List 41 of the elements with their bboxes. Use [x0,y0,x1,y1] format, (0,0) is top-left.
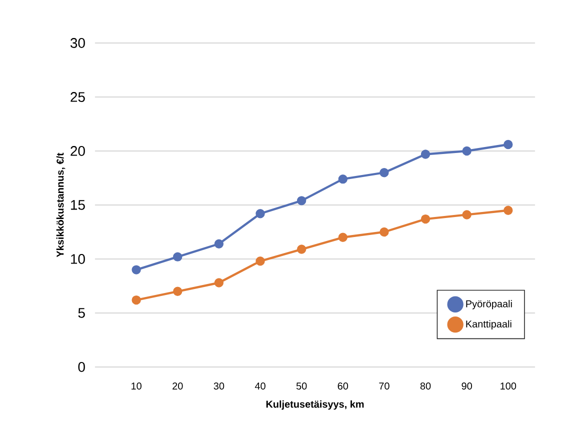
point [256,209,265,218]
y-tick-label: 15 [71,200,85,210]
y-tick-label: 0 [78,362,85,372]
point [173,252,182,262]
point [462,146,472,156]
point [420,150,430,159]
point [462,210,472,220]
y-tick-label: 30 [70,38,85,48]
x-tick-label: 60 [338,382,348,390]
y-tick-label: 20 [70,146,85,156]
point [173,286,182,296]
x-tick-label: 30 [214,382,224,390]
point [214,239,224,248]
point [380,227,389,237]
point [504,140,513,150]
y-axis-title: Yksikkökustannus, €/t [56,152,66,258]
point [504,206,513,215]
x-tick-label: 20 [172,382,183,390]
x-tick-label: 10 [132,382,142,390]
point [338,174,348,184]
x-tick-label: 90 [462,382,472,390]
legend-label: Kanttipaali [466,320,512,330]
point [296,196,306,206]
point [132,265,141,274]
x-tick-label: 50 [296,382,307,390]
x-tick-label: 80 [420,382,431,390]
point [214,278,224,288]
point [338,232,348,242]
x-tick-label: 70 [379,382,390,390]
y-tick-label: 25 [70,92,85,102]
x-axis-title: Kuljetusetäisyys, km [266,400,364,410]
point [380,168,389,178]
x-tick-label: 100 [500,382,516,390]
y-tick-label: 5 [78,308,85,318]
point [256,256,265,266]
x-tick-label: 40 [254,382,266,390]
legend-label: Pyöröpaali [466,300,512,310]
point [420,214,430,224]
y-tick-label: 10 [71,254,85,264]
point [132,295,141,305]
point [296,244,306,254]
